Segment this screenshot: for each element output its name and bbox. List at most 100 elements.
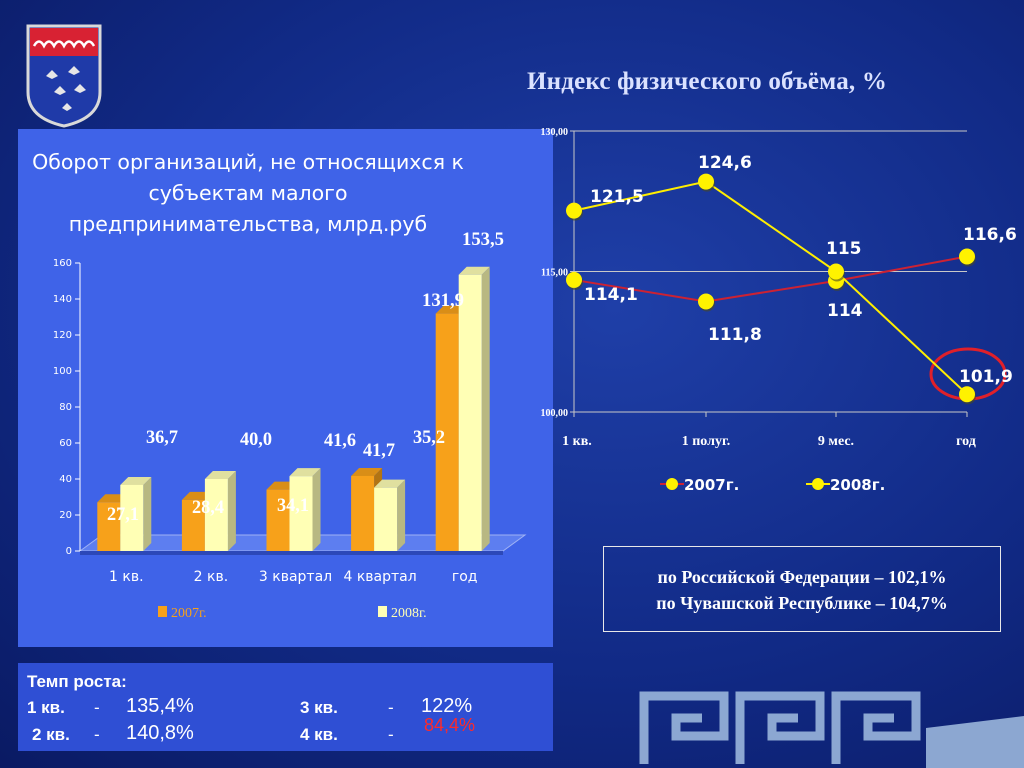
x-tick-label: 2 кв.	[194, 569, 229, 585]
y-tick-label: 130,00	[541, 127, 569, 138]
line-chart: 100,00 115,00 130,00 1 кв. 1 полуг. 9 мес. год…	[541, 127, 1017, 494]
series-line	[573, 180, 968, 395]
bar	[289, 476, 313, 551]
legend-swatch	[158, 606, 167, 617]
bar-side	[397, 479, 406, 551]
x-tick-label: 3 квартал	[259, 569, 332, 585]
legend-swatch	[378, 606, 387, 617]
bar	[351, 475, 375, 551]
y-tick-label: 100,00	[541, 408, 569, 419]
x-tick-label: 9 мес.	[818, 434, 854, 449]
summary-russia: по Российской Федерации – 102,1%	[657, 567, 947, 587]
bar-chart-title-line: субъектам малого	[148, 181, 348, 205]
data-point	[959, 248, 975, 265]
y-tick-label: 0	[66, 546, 72, 557]
y-tick-label: 80	[59, 402, 72, 413]
coat-of-arms-icon	[26, 24, 102, 128]
legend-marker	[666, 478, 678, 490]
bar	[97, 502, 121, 551]
bar-side	[481, 266, 490, 551]
growth-quarter: 1 кв.	[27, 698, 65, 717]
y-tick-label: 120	[53, 330, 72, 341]
data-label: 34,1	[277, 495, 309, 516]
summary-chuvashia: по Чувашской Республике – 104,7%	[656, 593, 948, 613]
data-label: 115	[826, 239, 862, 259]
growth-rate-title: Темп роста:	[27, 672, 127, 691]
bar-chart-title: Оборот организаций, не относящихся к суб…	[18, 147, 478, 240]
data-label: 101,9	[959, 367, 1013, 387]
data-label: 116,6	[963, 225, 1017, 245]
bar	[120, 484, 144, 551]
data-label: 28,4	[192, 497, 224, 518]
growth-dash: -	[388, 698, 394, 717]
bar-side	[227, 471, 236, 551]
data-point	[566, 202, 582, 219]
x-tick-label: 1 кв.	[562, 434, 592, 449]
growth-dash: -	[94, 725, 100, 744]
bar-top	[351, 467, 383, 476]
growth-quarter: 4 кв.	[300, 725, 338, 744]
bar	[435, 313, 459, 551]
bar-top	[458, 266, 490, 275]
legend-label: 2007г.	[684, 476, 739, 494]
data-label: 153,5	[462, 229, 504, 250]
data-label: 114,1	[584, 285, 638, 305]
data-label: 27,1	[107, 504, 139, 525]
bar	[181, 499, 205, 551]
x-tick-label: год	[452, 569, 478, 585]
y-tick-label: 115,00	[541, 268, 568, 279]
chart-floor-edge	[80, 551, 503, 555]
bar-chart-title-line: предпринимательства, млрд.руб	[68, 212, 428, 236]
x-tick-label: год	[956, 434, 976, 449]
summary-box: по Российской Федерации – 102,1% по Чува…	[603, 546, 1001, 632]
data-label: 124,6	[698, 153, 752, 173]
bar	[374, 487, 398, 551]
meander-pattern-icon	[639, 691, 1024, 768]
legend-marker	[812, 478, 824, 490]
growth-quarter: 2 кв.	[32, 725, 70, 744]
y-tick-label: 20	[59, 510, 72, 521]
data-point	[959, 386, 975, 403]
data-label: 131,9	[422, 290, 464, 311]
bar	[458, 274, 482, 551]
growth-value: 135,4%	[126, 695, 194, 717]
bar-side	[143, 476, 152, 551]
growth-value: 140,8%	[126, 722, 194, 744]
data-point	[698, 293, 714, 310]
page-title: Индекс физического объёма, %	[527, 68, 888, 95]
x-tick-label: 1 кв.	[109, 569, 144, 585]
bar-chart-title-line: Оборот организаций, не относящихся к	[32, 150, 464, 174]
data-label: 36,7	[146, 427, 178, 448]
data-point	[566, 271, 582, 288]
bar-top	[204, 471, 236, 479]
legend-label: 2008г.	[830, 476, 885, 494]
data-point	[698, 173, 714, 190]
data-point	[828, 263, 844, 280]
y-tick-label: 100	[53, 366, 72, 377]
bar-top	[374, 479, 406, 488]
data-label: 111,8	[708, 325, 762, 345]
data-label: 41,7	[363, 440, 395, 461]
y-tick-label: 40	[59, 474, 72, 485]
growth-quarter: 3 кв.	[300, 698, 338, 717]
data-label: 40,0	[240, 429, 272, 450]
legend-label: 2007г.	[171, 606, 207, 621]
bar-top	[120, 476, 152, 485]
growth-rate-panel: Темп роста: 1 кв. - 135,4% 2 кв. - 140,8…	[18, 663, 553, 751]
data-label: 114	[827, 301, 863, 321]
growth-value: 122%	[421, 695, 473, 717]
growth-dash: -	[94, 698, 100, 717]
bar-top	[289, 468, 321, 477]
growth-dash: -	[388, 725, 394, 744]
x-tick-label: 4 квартал	[343, 569, 416, 585]
bar-chart: 0 20 40 60 80 100 120 140 160 1 кв. 2 кв. 3 квартал…	[53, 229, 527, 621]
x-tick-label: 1 полуг.	[682, 434, 731, 449]
bar-side	[312, 468, 321, 551]
y-tick-label: 60	[59, 438, 72, 449]
data-label: 41,6	[324, 430, 356, 451]
growth-value-alert: 84,4%	[424, 715, 476, 735]
series-line	[573, 255, 968, 303]
data-label: 121,5	[590, 187, 644, 207]
legend-label: 2008г.	[391, 606, 427, 621]
data-label: 35,2	[413, 427, 445, 448]
